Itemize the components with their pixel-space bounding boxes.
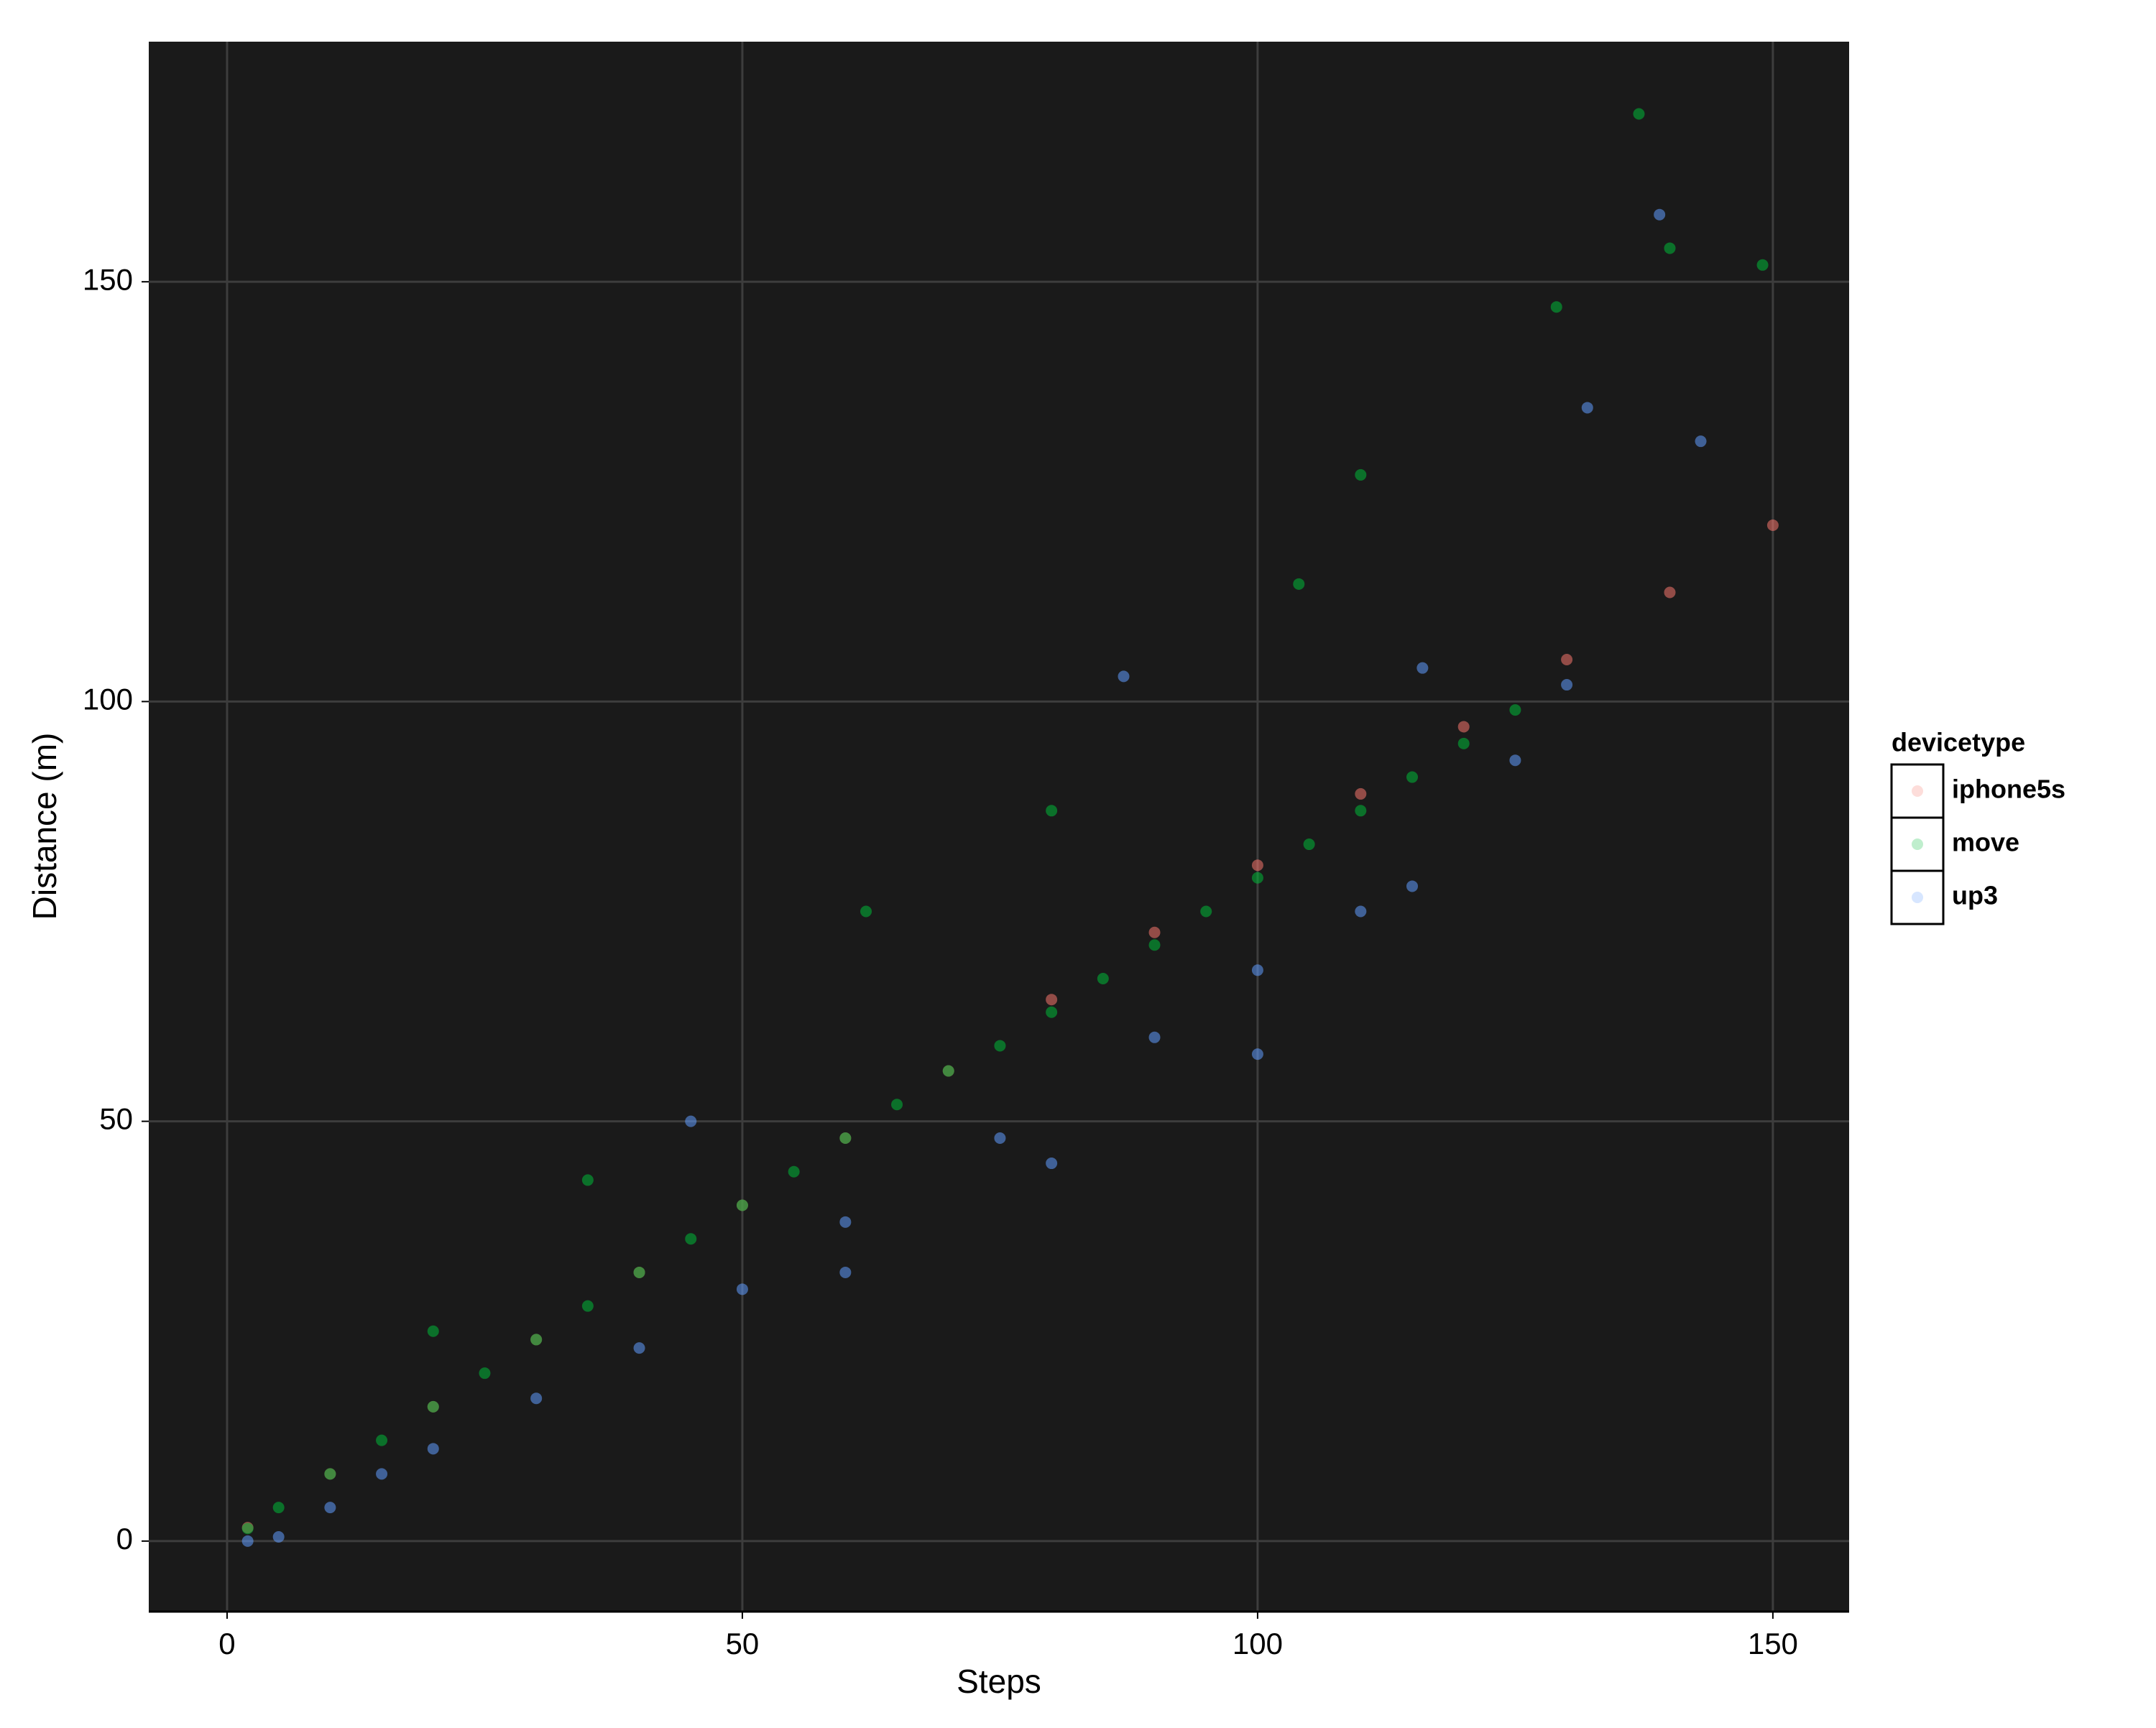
point [891,1099,903,1111]
point [1664,242,1676,254]
y-tick-label: 100 [83,682,133,716]
point [376,1468,388,1480]
point [1251,1048,1263,1061]
point [241,1535,254,1547]
point [1118,670,1130,683]
point [1148,1031,1161,1043]
point [1303,838,1315,851]
point [1416,662,1429,674]
legend-marker [1912,892,1923,903]
plot-background [149,42,1849,1612]
point [581,1300,594,1312]
legend-key [1890,763,1945,819]
point [324,1502,336,1514]
point [1457,737,1470,749]
point [530,1392,543,1405]
point [1406,771,1419,783]
x-axis-title: Steps [957,1663,1041,1700]
legend-label: move [1952,828,2019,857]
point [1581,402,1593,414]
point [1046,805,1058,817]
legend-key [1890,816,1945,872]
point [1561,679,1573,691]
point [1664,586,1676,599]
point [272,1531,285,1543]
point [1550,301,1562,313]
point [427,1443,439,1455]
point [427,1400,439,1413]
point [942,1065,954,1077]
point [1046,994,1058,1006]
point [581,1174,594,1186]
point [633,1342,645,1354]
point [1251,859,1263,872]
point [1633,108,1645,120]
point [479,1367,491,1380]
x-tick-label: 150 [1748,1627,1798,1660]
point [1355,905,1367,918]
point [376,1434,388,1446]
point [1046,1158,1058,1170]
legend-title: devicetype [1892,728,2025,757]
legend-marker [1912,785,1923,797]
point [1756,259,1769,271]
y-axis-title: Distance (m) [26,733,63,920]
point [324,1468,336,1480]
point [1766,519,1779,532]
point [1355,468,1367,481]
point [272,1502,285,1514]
point [1355,787,1367,800]
y-tick-label: 0 [116,1522,133,1556]
point [685,1233,697,1245]
y-tick-label: 50 [99,1102,133,1136]
point [839,1266,852,1278]
point [736,1283,748,1295]
point [1509,754,1521,767]
point [1561,653,1573,665]
legend-key [1890,869,1945,925]
point [994,1040,1006,1052]
point [1406,880,1419,892]
legend-marker [1912,838,1923,850]
x-tick-label: 50 [726,1627,760,1660]
point [1097,972,1109,984]
point [860,905,872,918]
legend-label: up3 [1952,881,1998,910]
point [1148,926,1161,938]
point [788,1165,800,1178]
point [427,1325,439,1337]
point [1654,208,1666,221]
legend-label: iphone5s [1952,775,2065,804]
point [1251,872,1263,884]
point [839,1216,852,1228]
point [530,1334,543,1346]
point [633,1266,645,1278]
point [1695,435,1707,448]
point [736,1199,748,1211]
point [685,1115,697,1127]
point [241,1523,254,1535]
point [839,1132,852,1144]
point [1046,1006,1058,1018]
x-tick-label: 0 [218,1627,235,1660]
point [1251,964,1263,976]
point [1293,578,1305,590]
point [1200,905,1212,918]
point [1355,805,1367,817]
point [994,1132,1006,1144]
point [1457,721,1470,733]
x-tick-label: 100 [1233,1627,1283,1660]
point [1509,704,1521,716]
point [1148,939,1161,951]
y-tick-label: 150 [83,262,133,296]
